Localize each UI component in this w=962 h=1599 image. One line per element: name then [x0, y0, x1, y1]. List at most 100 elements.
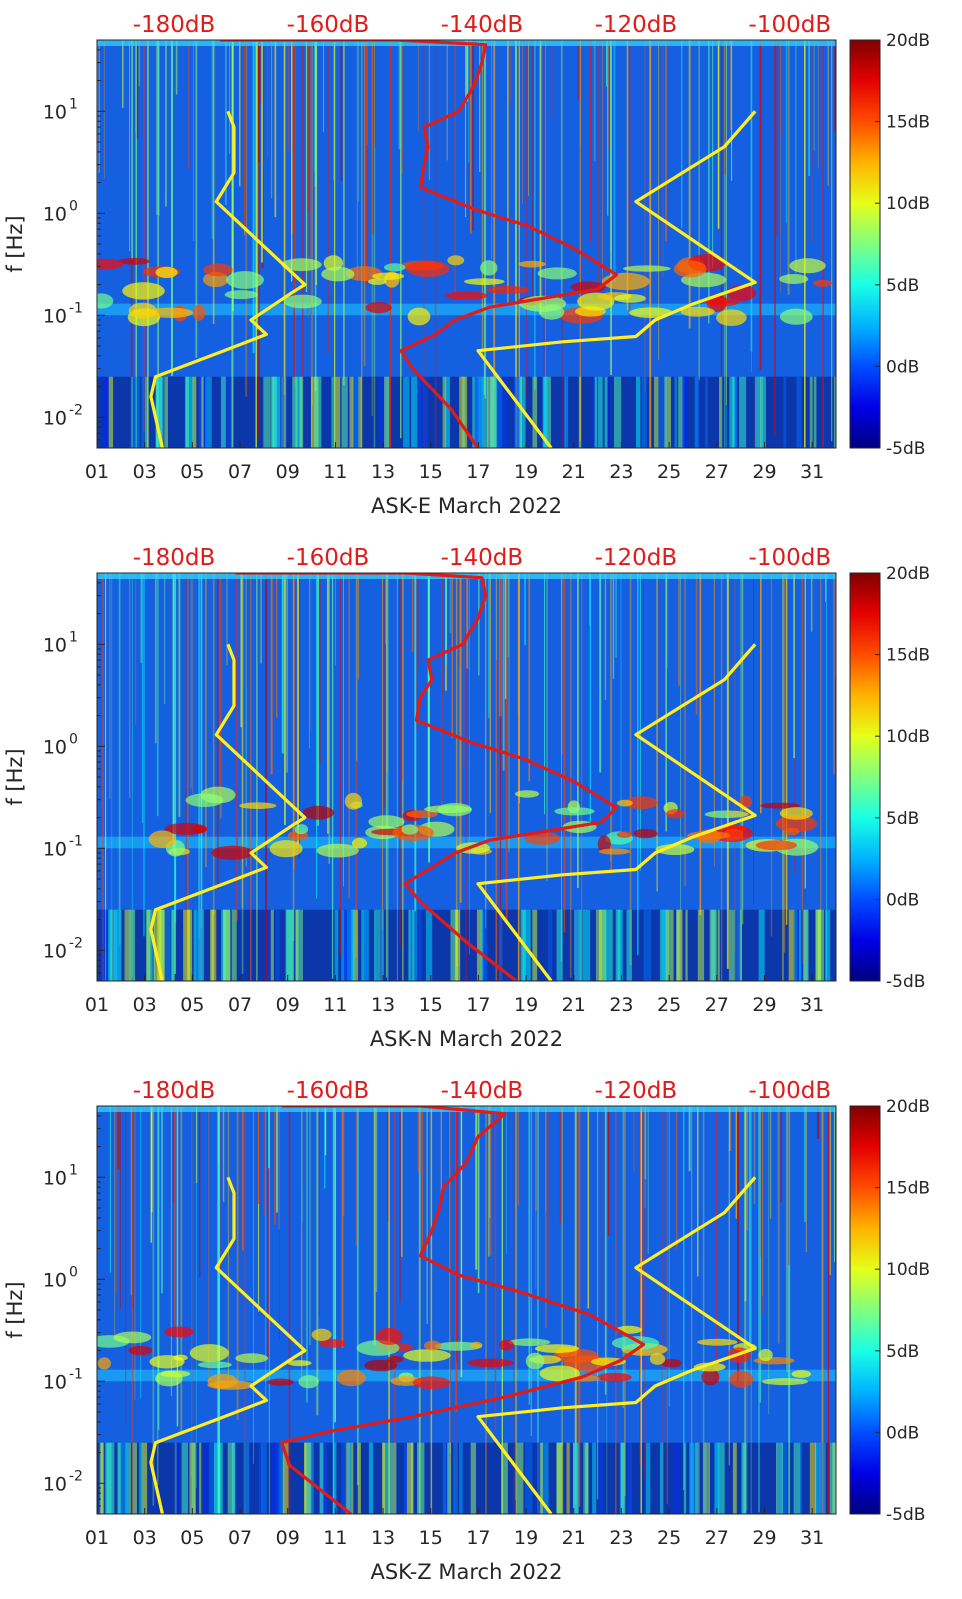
y-tick-label: 10	[43, 1269, 67, 1291]
x-tick-label: 25	[657, 994, 681, 1016]
x-tick-label: 01	[85, 461, 109, 483]
colorbar-tick-label: 0dB	[886, 890, 919, 910]
x-tick-label: 07	[228, 461, 252, 483]
y-axis-title: f [Hz]	[3, 215, 27, 272]
low-noise-model-line	[149, 110, 307, 448]
x-tick-label: 15	[419, 461, 443, 483]
x-tick-label: 29	[752, 1527, 776, 1549]
y-tick-exponent: 1	[69, 1162, 78, 1178]
colorbar-tick-label: 20dB	[886, 564, 930, 584]
colorbar	[849, 1105, 881, 1515]
high-noise-model-line	[476, 110, 757, 448]
x-tick-label: 31	[800, 994, 824, 1016]
x-tick-label: 21	[562, 1527, 586, 1549]
y-tick-label: 10	[43, 736, 67, 758]
top-db-label: -160dB	[287, 1078, 370, 1104]
y-axis-title: f [Hz]	[3, 1281, 27, 1338]
x-tick-label: 05	[180, 1527, 204, 1549]
x-tick-label: 15	[419, 1527, 443, 1549]
x-tick-label: 17	[466, 1527, 490, 1549]
x-tick-label: 19	[514, 1527, 538, 1549]
x-tick-label: 23	[609, 1527, 633, 1549]
top-db-label: -180dB	[133, 1078, 216, 1104]
x-tick-label: 17	[466, 461, 490, 483]
colorbar-tick-label: 5dB	[886, 276, 919, 296]
x-tick-label: 27	[705, 461, 729, 483]
x-tick-label: 07	[228, 1527, 252, 1549]
x-tick-label: 25	[657, 1527, 681, 1549]
spectrogram-image	[97, 573, 836, 981]
x-tick-label: 27	[705, 1527, 729, 1549]
y-tick-exponent: 0	[69, 731, 78, 747]
y-tick-exponent: -2	[69, 935, 83, 951]
x-axis-title: ASK-E March 2022	[371, 494, 562, 518]
x-tick-label: 05	[180, 994, 204, 1016]
y-tick-label: 10	[43, 1371, 67, 1393]
y-tick-label: 10	[43, 940, 67, 962]
low-noise-model-line	[149, 1176, 307, 1514]
top-db-label: -160dB	[287, 12, 370, 38]
y-tick-exponent: -2	[69, 402, 83, 418]
spectrogram-image	[97, 1106, 836, 1514]
top-db-label: -120dB	[595, 1078, 678, 1104]
low-noise-model-line	[149, 643, 307, 981]
x-tick-label: 01	[85, 1527, 109, 1549]
colorbar-tick-label: 5dB	[886, 1342, 919, 1362]
x-tick-label: 31	[800, 1527, 824, 1549]
x-tick-label: 09	[276, 461, 300, 483]
x-tick-label: 03	[133, 1527, 157, 1549]
colorbar-tick-label: 15dB	[886, 1179, 930, 1199]
x-tick-label: 27	[705, 994, 729, 1016]
y-tick-label: 10	[43, 634, 67, 656]
x-tick-label: 09	[276, 994, 300, 1016]
colorbar-tick-label: 5dB	[886, 809, 919, 829]
x-tick-label: 03	[133, 461, 157, 483]
y-tick-exponent: 1	[69, 96, 78, 112]
top-db-label: -140dB	[441, 12, 524, 38]
top-db-label: -100dB	[749, 12, 832, 38]
top-db-label: -120dB	[595, 545, 678, 571]
x-tick-label: 01	[85, 994, 109, 1016]
colorbar-tick-label: -5dB	[886, 972, 925, 992]
x-tick-label: 11	[323, 994, 347, 1016]
y-axis-title: f [Hz]	[3, 748, 27, 805]
x-tick-label: 21	[562, 994, 586, 1016]
colorbar-tick-label: -5dB	[886, 439, 925, 459]
x-tick-label: 19	[514, 461, 538, 483]
PSD-curve-line	[280, 1106, 646, 1514]
top-db-label: -140dB	[441, 545, 524, 571]
y-tick-exponent: -1	[69, 1366, 83, 1382]
top-db-label: -100dB	[749, 1078, 832, 1104]
PSD-curve-line	[235, 573, 619, 981]
x-tick-label: 13	[371, 1527, 395, 1549]
x-tick-label: 29	[752, 461, 776, 483]
x-tick-label: 13	[371, 994, 395, 1016]
x-tick-label: 21	[562, 461, 586, 483]
x-tick-label: 31	[800, 461, 824, 483]
colorbar	[849, 39, 881, 449]
colorbar-tick-label: 10dB	[886, 1260, 930, 1280]
y-tick-exponent: -2	[69, 1468, 83, 1484]
y-tick-exponent: 1	[69, 629, 78, 645]
y-tick-label: 10	[43, 203, 67, 225]
colorbar-tick-label: 15dB	[886, 646, 930, 666]
y-tick-label: 10	[43, 407, 67, 429]
top-db-label: -100dB	[749, 545, 832, 571]
y-tick-label: 10	[43, 1167, 67, 1189]
top-db-label: -140dB	[441, 1078, 524, 1104]
y-tick-label: 10	[43, 305, 67, 327]
x-tick-label: 19	[514, 994, 538, 1016]
x-tick-label: 13	[371, 461, 395, 483]
x-axis-title: ASK-Z March 2022	[370, 1560, 562, 1584]
colorbar-tick-label: 10dB	[886, 727, 930, 747]
x-tick-label: 11	[323, 1527, 347, 1549]
y-tick-exponent: -1	[69, 833, 83, 849]
top-db-label: -160dB	[287, 545, 370, 571]
x-tick-label: 23	[609, 994, 633, 1016]
colorbar-tick-label: 0dB	[886, 1423, 919, 1443]
PSD-curve-line	[220, 40, 619, 448]
x-tick-label: 05	[180, 461, 204, 483]
x-tick-label: 23	[609, 461, 633, 483]
